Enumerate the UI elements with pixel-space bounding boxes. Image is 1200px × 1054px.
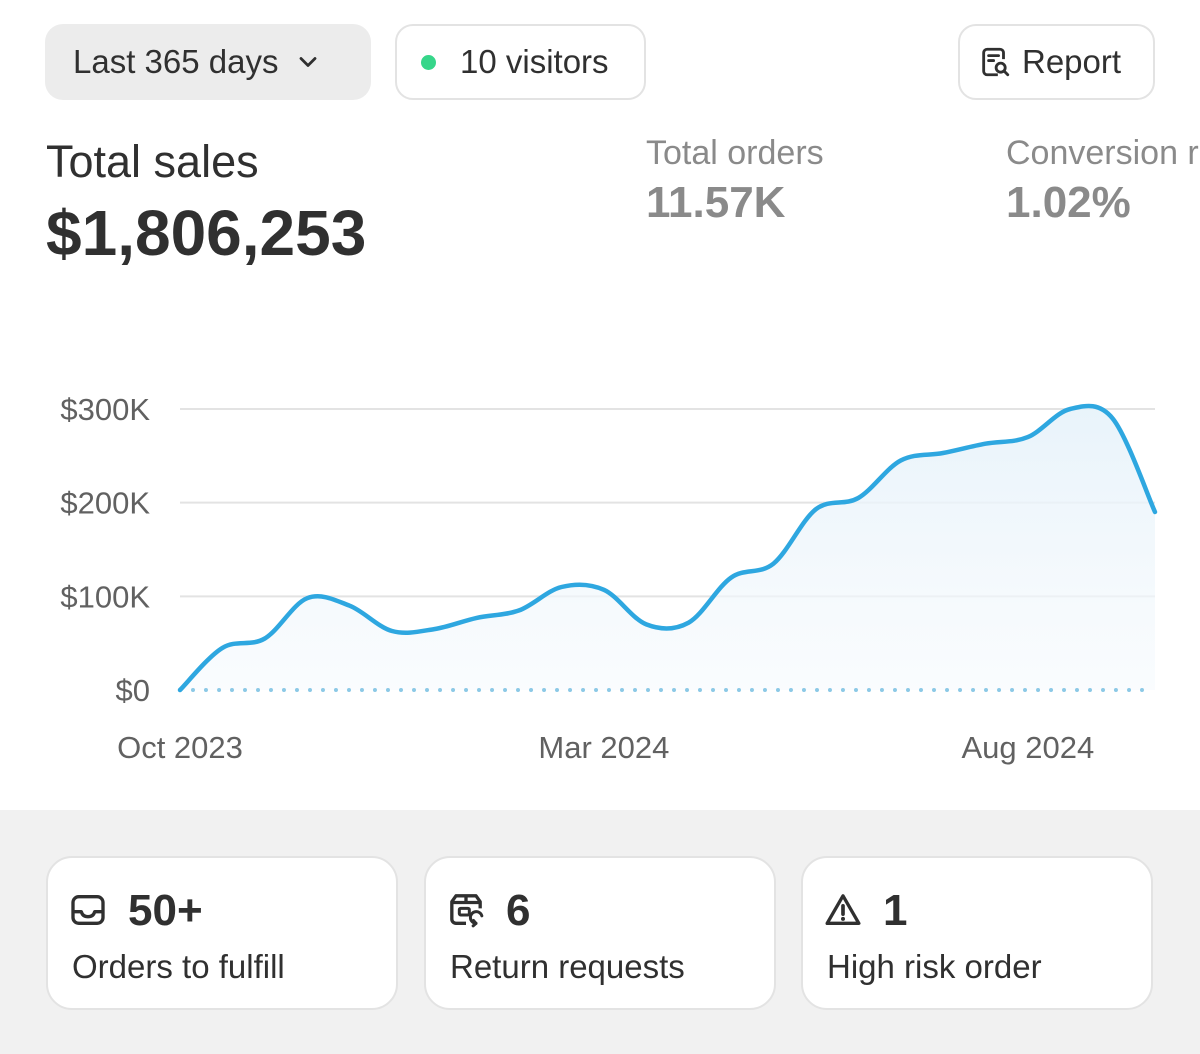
return-requests-label: Return requests <box>450 948 685 985</box>
return-requests-count: 6 <box>506 886 531 935</box>
sales-data-point <box>516 607 522 613</box>
total-sales-label: Total sales <box>46 136 259 187</box>
sales-data-point <box>728 575 734 581</box>
orders-to-fulfill-count: 50+ <box>128 886 203 935</box>
sales-data-point <box>686 620 692 626</box>
report-search-icon <box>982 47 1010 77</box>
sales-data-point <box>389 628 395 634</box>
sales-data-point <box>219 645 225 651</box>
x-tick-label: Mar 2024 <box>538 730 669 765</box>
x-tick-label: Aug 2024 <box>961 730 1094 765</box>
y-tick-label: $300K <box>60 392 150 427</box>
sales-data-point <box>559 584 565 590</box>
date-range-label: Last 365 days <box>73 43 279 80</box>
sales-data-point <box>347 603 353 609</box>
sales-data-point <box>1025 434 1031 440</box>
sales-series-line <box>177 403 1158 693</box>
warning-icon <box>825 894 861 925</box>
report-button[interactable]: Report <box>958 24 1155 100</box>
sales-data-point <box>1067 406 1073 412</box>
y-tick-label: $100K <box>60 579 150 614</box>
total-sales-value: $1,806,253 <box>46 197 367 269</box>
report-label: Report <box>1022 43 1122 80</box>
sales-data-point <box>304 595 310 601</box>
sales-data-point <box>601 587 607 593</box>
high-risk-order-count: 1 <box>883 886 908 935</box>
sales-data-point <box>262 635 268 641</box>
sales-data-point <box>982 441 988 447</box>
sales-data-point <box>643 621 649 627</box>
high-risk-order-card[interactable]: 1 High risk order <box>801 856 1153 1010</box>
sales-data-point <box>1152 509 1158 515</box>
orders-to-fulfill-label: Orders to fulfill <box>72 948 285 985</box>
sales-data-point <box>1110 415 1116 421</box>
x-tick-label: Oct 2023 <box>117 730 243 765</box>
orders-to-fulfill-card[interactable]: 50+ Orders to fulfill <box>46 856 398 1010</box>
total-orders-value: 11.57K <box>646 178 786 227</box>
total-orders-label[interactable]: Total orders <box>646 134 824 172</box>
high-risk-order-label: High risk order <box>827 948 1042 985</box>
sales-data-point <box>431 626 437 632</box>
date-range-selector[interactable]: Last 365 days <box>45 24 371 100</box>
sales-area <box>180 405 1155 690</box>
sales-data-point <box>855 495 861 501</box>
sales-data-point <box>940 450 946 456</box>
sales-data-point <box>770 561 776 567</box>
conversion-rate-label[interactable]: Conversion r <box>1006 134 1199 172</box>
conversion-rate-value: 1.02% <box>1006 178 1131 227</box>
sales-data-point <box>898 458 904 464</box>
sales-data-point <box>813 506 819 512</box>
inbox-icon <box>71 895 105 925</box>
y-tick-label: $0 <box>116 673 150 708</box>
sales-chart[interactable]: $0 $100K $200K $300K Oct 2023 Mar 2024 Aug 202… <box>0 380 1200 780</box>
return-requests-card[interactable]: 6 Return requests <box>424 856 776 1010</box>
sales-data-point <box>177 687 183 693</box>
action-cards-section: 50+ Orders to fulfill 6 Return requests … <box>0 810 1200 1054</box>
chevron-down-icon <box>300 57 317 67</box>
live-visitors-button[interactable]: 10 visitors <box>395 24 646 100</box>
visitors-count: 10 visitors <box>460 43 609 80</box>
return-box-icon <box>450 894 484 928</box>
y-tick-label: $200K <box>60 486 150 521</box>
sales-data-point <box>474 615 480 621</box>
live-status-dot <box>421 54 436 70</box>
